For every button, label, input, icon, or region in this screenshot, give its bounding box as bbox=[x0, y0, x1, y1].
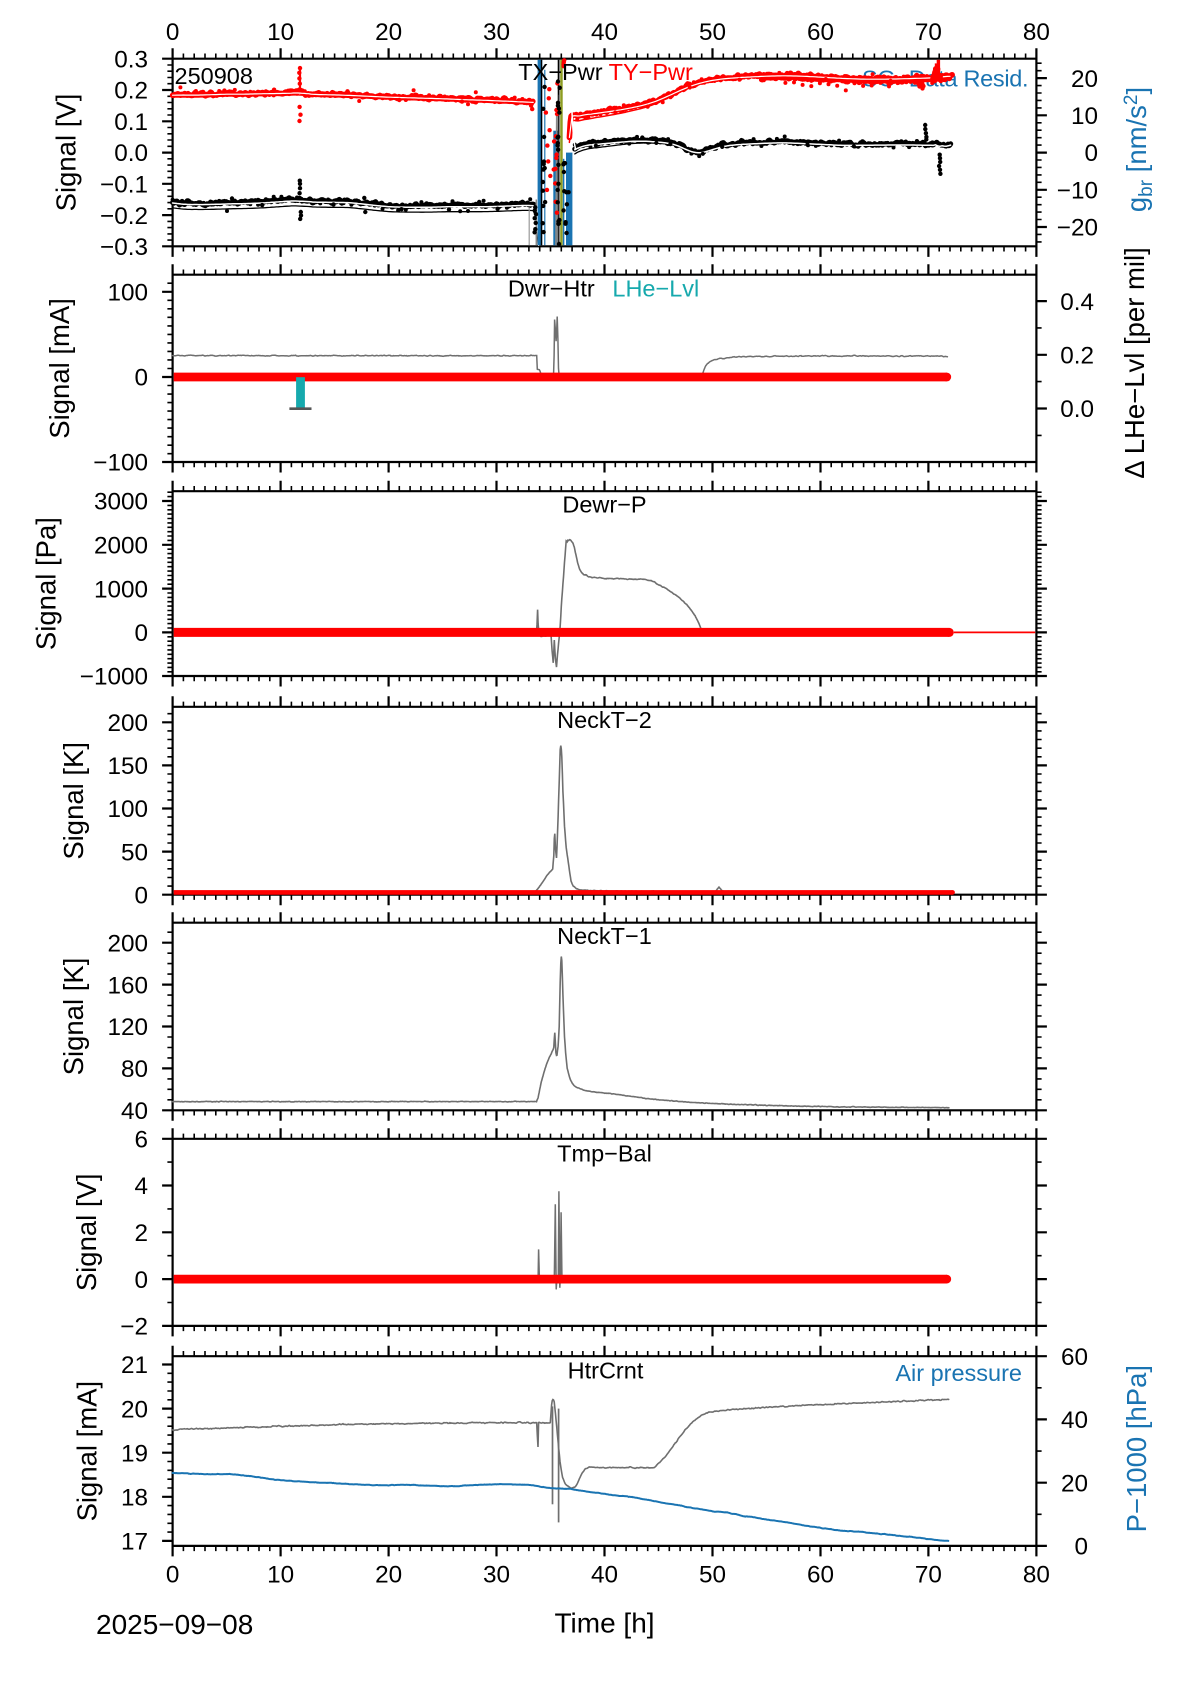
svg-text:−100: −100 bbox=[93, 450, 148, 477]
svg-text:80: 80 bbox=[1023, 1562, 1050, 1589]
svg-text:HtrCrnt: HtrCrnt bbox=[568, 1358, 644, 1384]
svg-text:0: 0 bbox=[134, 882, 148, 909]
svg-text:40: 40 bbox=[1061, 1407, 1088, 1434]
svg-text:0: 0 bbox=[166, 19, 180, 46]
svg-text:60: 60 bbox=[807, 19, 834, 46]
svg-text:100: 100 bbox=[107, 279, 148, 306]
svg-text:40: 40 bbox=[121, 1098, 148, 1125]
svg-text:−2: −2 bbox=[120, 1314, 148, 1341]
svg-text:2025−09−08: 2025−09−08 bbox=[96, 1609, 253, 1640]
svg-text:250908: 250908 bbox=[175, 63, 253, 89]
svg-text:Signal [V]: Signal [V] bbox=[71, 1173, 102, 1291]
svg-text:20: 20 bbox=[375, 1562, 402, 1589]
svg-text:40: 40 bbox=[591, 19, 618, 46]
svg-text:4: 4 bbox=[134, 1173, 148, 1200]
svg-text:10: 10 bbox=[1071, 103, 1098, 130]
svg-text:0.2: 0.2 bbox=[1060, 343, 1094, 370]
svg-text:Time [h]: Time [h] bbox=[554, 1608, 654, 1639]
svg-text:6: 6 bbox=[134, 1127, 148, 1154]
svg-text:30: 30 bbox=[483, 1562, 510, 1589]
svg-text:2000: 2000 bbox=[94, 533, 148, 560]
svg-text:−1000: −1000 bbox=[80, 664, 148, 691]
svg-text:10: 10 bbox=[267, 1562, 294, 1589]
svg-text:50: 50 bbox=[699, 19, 726, 46]
svg-text:70: 70 bbox=[915, 1562, 942, 1589]
svg-text:21: 21 bbox=[121, 1352, 148, 1379]
svg-text:−20: −20 bbox=[1057, 215, 1098, 242]
svg-text:gbr [nm/s2]: gbr [nm/s2] bbox=[1121, 87, 1157, 212]
svg-text:Signal [Pa]: Signal [Pa] bbox=[31, 517, 62, 650]
svg-text:60: 60 bbox=[1061, 1344, 1088, 1371]
svg-text:Dewr−P: Dewr−P bbox=[562, 491, 646, 517]
svg-text:0: 0 bbox=[134, 365, 148, 392]
svg-text:160: 160 bbox=[107, 972, 148, 999]
svg-text:LHe−Lvl: LHe−Lvl bbox=[612, 275, 699, 301]
svg-text:Signal [K]: Signal [K] bbox=[58, 742, 89, 860]
svg-text:0.0: 0.0 bbox=[114, 140, 148, 167]
svg-text:0: 0 bbox=[134, 620, 148, 647]
svg-text:50: 50 bbox=[121, 839, 148, 866]
svg-text:Signal [mA]: Signal [mA] bbox=[72, 1381, 103, 1522]
svg-text:200: 200 bbox=[107, 930, 148, 957]
svg-text:P−1000 [hPa]: P−1000 [hPa] bbox=[1121, 1365, 1152, 1532]
svg-text:Dwr−Htr: Dwr−Htr bbox=[508, 275, 595, 301]
svg-text:18: 18 bbox=[121, 1485, 148, 1512]
svg-text:NeckT−1: NeckT−1 bbox=[557, 923, 652, 949]
svg-text:1000: 1000 bbox=[94, 576, 148, 603]
svg-text:0.0: 0.0 bbox=[1060, 396, 1094, 423]
svg-text:30: 30 bbox=[483, 19, 510, 46]
svg-text:−0.2: −0.2 bbox=[100, 203, 148, 230]
svg-text:0: 0 bbox=[134, 1267, 148, 1294]
svg-text:Δ LHe−Lvl [per mil]: Δ LHe−Lvl [per mil] bbox=[1119, 247, 1150, 479]
svg-text:2: 2 bbox=[134, 1220, 148, 1247]
svg-text:Signal [V]: Signal [V] bbox=[51, 94, 82, 212]
svg-text:60: 60 bbox=[807, 1562, 834, 1589]
svg-text:−0.3: −0.3 bbox=[100, 234, 148, 261]
svg-text:Signal [K]: Signal [K] bbox=[58, 958, 89, 1076]
svg-text:0.2: 0.2 bbox=[114, 78, 148, 105]
svg-text:Signal [mA]: Signal [mA] bbox=[44, 298, 75, 439]
svg-text:40: 40 bbox=[591, 1562, 618, 1589]
svg-text:50: 50 bbox=[699, 1562, 726, 1589]
svg-text:120: 120 bbox=[107, 1014, 148, 1041]
svg-text:20: 20 bbox=[121, 1396, 148, 1423]
svg-text:0: 0 bbox=[1084, 140, 1098, 167]
svg-text:19: 19 bbox=[121, 1440, 148, 1467]
svg-text:3000: 3000 bbox=[94, 489, 148, 516]
svg-text:150: 150 bbox=[107, 753, 148, 780]
svg-text:20: 20 bbox=[375, 19, 402, 46]
svg-text:−0.1: −0.1 bbox=[100, 172, 148, 199]
svg-text:20: 20 bbox=[1061, 1470, 1088, 1497]
svg-text:0.1: 0.1 bbox=[114, 109, 148, 136]
svg-text:20: 20 bbox=[1071, 66, 1098, 93]
svg-text:NeckT−2: NeckT−2 bbox=[557, 707, 652, 733]
svg-text:−10: −10 bbox=[1057, 178, 1098, 205]
svg-text:Tmp−Bal: Tmp−Bal bbox=[557, 1141, 652, 1167]
svg-text:0: 0 bbox=[166, 1562, 180, 1589]
svg-text:0.3: 0.3 bbox=[114, 46, 148, 73]
svg-text:200: 200 bbox=[107, 710, 148, 737]
svg-text:TX−Pwr TY−Pwr: TX−Pwr TY−Pwr bbox=[518, 59, 693, 85]
svg-text:80: 80 bbox=[1023, 19, 1050, 46]
svg-text:100: 100 bbox=[107, 796, 148, 823]
svg-text:70: 70 bbox=[915, 19, 942, 46]
svg-text:0.4: 0.4 bbox=[1060, 289, 1094, 316]
svg-text:17: 17 bbox=[121, 1529, 148, 1556]
svg-text:Air pressure: Air pressure bbox=[895, 1360, 1022, 1386]
svg-text:0: 0 bbox=[1074, 1534, 1088, 1561]
svg-text:10: 10 bbox=[267, 19, 294, 46]
svg-text:80: 80 bbox=[121, 1056, 148, 1083]
